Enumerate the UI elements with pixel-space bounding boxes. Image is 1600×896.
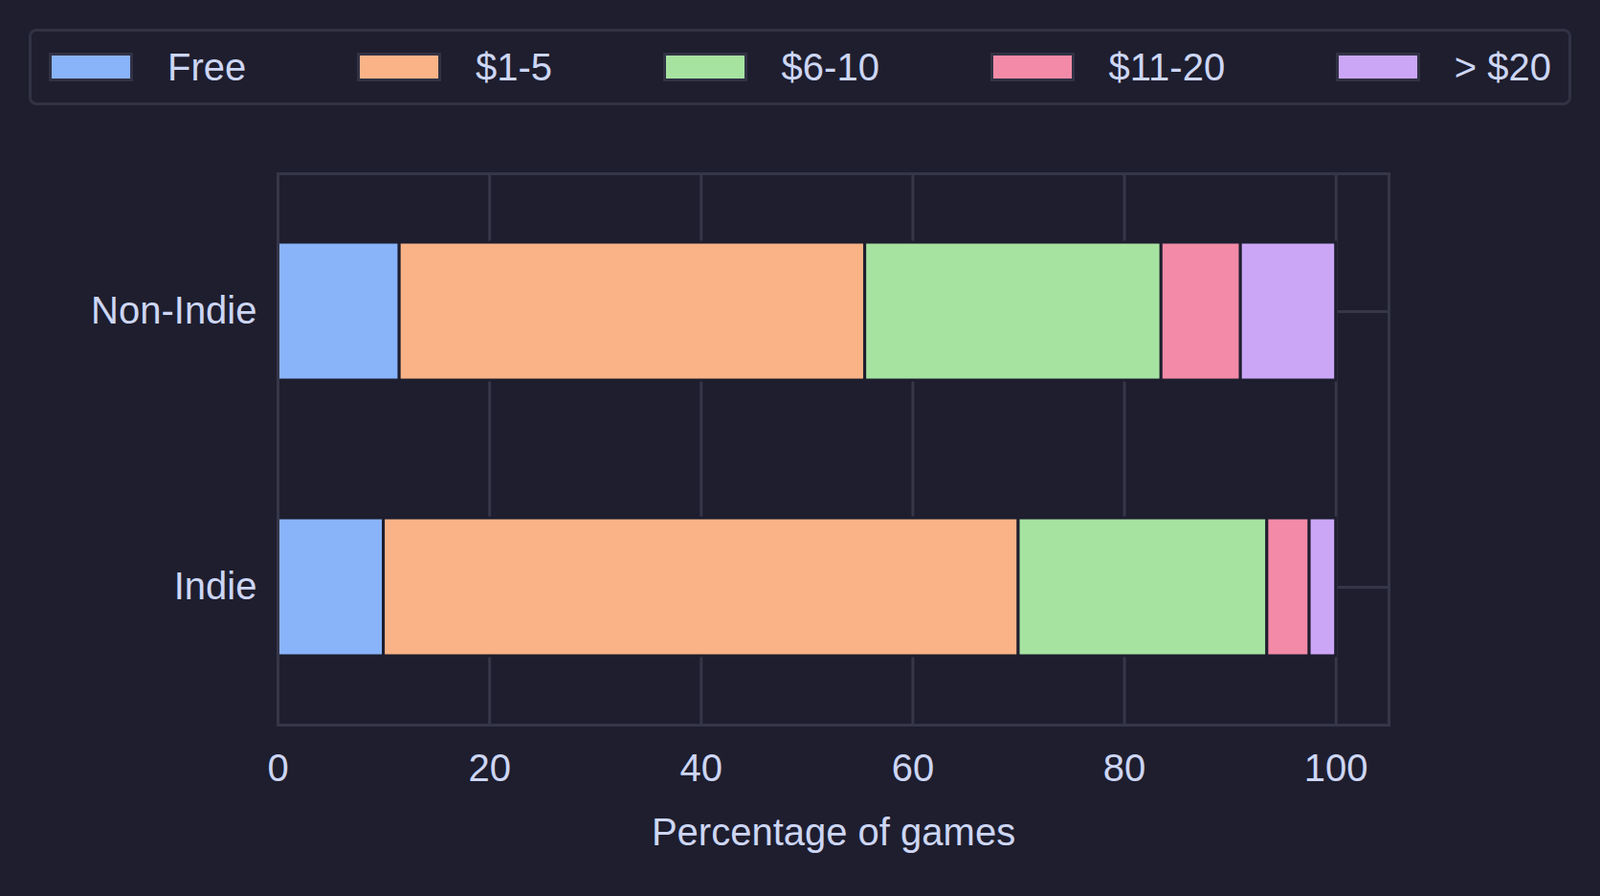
html-text:$11-20: $11-20 bbox=[1108, 45, 1225, 88]
html-text:$1-5: $1-5 bbox=[475, 45, 553, 88]
svg-text:20: 20 bbox=[467, 746, 511, 789]
svg-text:80: 80 bbox=[1103, 746, 1147, 789]
html-text:> $20: > $20 bbox=[1454, 45, 1552, 88]
svg-text:40: 40 bbox=[680, 746, 724, 789]
svg-text:Indie: Indie bbox=[174, 564, 258, 607]
svg-text:60: 60 bbox=[891, 746, 935, 789]
svg-text:100: 100 bbox=[1304, 746, 1369, 789]
svg-text:0: 0 bbox=[266, 746, 289, 789]
html-text:$6-10: $6-10 bbox=[781, 45, 880, 88]
svg-text:Percentage of games: Percentage of games bbox=[651, 810, 1016, 853]
svg-text:Non-Indie: Non-Indie bbox=[90, 288, 257, 332]
html-text:Free: Free bbox=[167, 45, 247, 88]
